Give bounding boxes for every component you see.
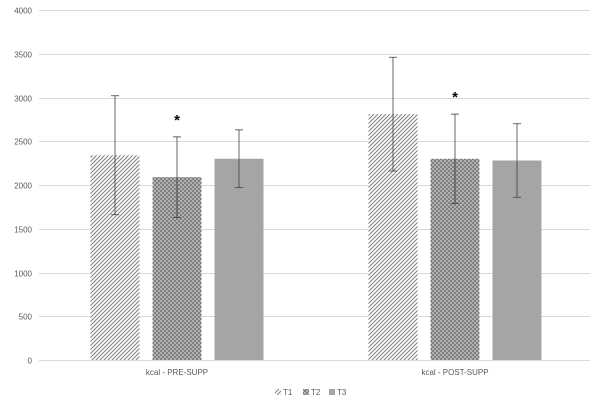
legend-item-t2: T2	[303, 388, 321, 397]
y-tick-label: 1000	[14, 270, 32, 279]
legend-swatch	[303, 389, 309, 395]
error-bar	[173, 136, 181, 218]
legend-label: T2	[311, 388, 321, 397]
error-bar	[235, 129, 243, 189]
y-tick-label: 0	[28, 357, 33, 366]
x-axis: kcal - PRE-SUPP kcal - POST-SUPP	[146, 368, 489, 377]
y-tick-label: 4000	[14, 7, 32, 16]
y-axis: 0 500 1000 1500 2000 2500 3000 3500 4000	[14, 7, 32, 366]
category-label: kcal - PRE-SUPP	[146, 368, 208, 377]
legend: T1 T2 T3	[275, 388, 347, 397]
annotations: **	[174, 89, 458, 129]
legend-item-t3: T3	[329, 388, 347, 397]
significance-asterisk: *	[452, 89, 458, 106]
error-bar	[389, 56, 397, 172]
y-tick-label: 1500	[14, 226, 32, 235]
bars	[90, 114, 542, 360]
error-bars	[111, 56, 521, 218]
bar-t3-pre	[214, 158, 264, 360]
legend-item-t1: T1	[275, 388, 293, 397]
error-bar	[513, 123, 521, 198]
y-tick-label: 2000	[14, 182, 32, 191]
error-bar	[111, 95, 119, 216]
category-label: kcal - POST-SUPP	[421, 368, 488, 377]
error-bar	[451, 113, 459, 204]
y-tick-label: 3000	[14, 95, 32, 104]
y-tick-label: 3500	[14, 51, 32, 60]
y-tick-label: 500	[19, 313, 33, 322]
legend-swatch	[329, 389, 335, 395]
legend-swatch	[275, 389, 281, 395]
significance-asterisk: *	[174, 112, 180, 129]
y-tick-label: 2500	[14, 138, 32, 147]
legend-label: T3	[337, 388, 347, 397]
legend-label: T1	[283, 388, 293, 397]
